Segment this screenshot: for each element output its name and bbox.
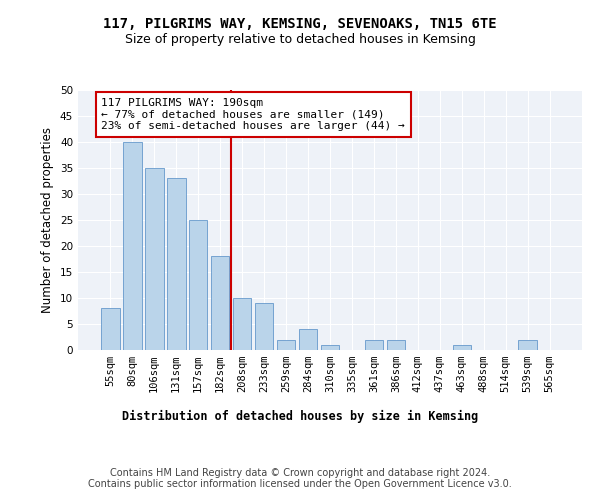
Bar <box>101 308 119 350</box>
Bar <box>233 298 251 350</box>
Bar <box>518 340 537 350</box>
Bar <box>386 340 405 350</box>
Bar <box>299 329 317 350</box>
Bar <box>145 168 164 350</box>
Text: Distribution of detached houses by size in Kemsing: Distribution of detached houses by size … <box>122 410 478 423</box>
Bar <box>123 142 142 350</box>
Bar <box>320 345 340 350</box>
Text: 117, PILGRIMS WAY, KEMSING, SEVENOAKS, TN15 6TE: 117, PILGRIMS WAY, KEMSING, SEVENOAKS, T… <box>103 18 497 32</box>
Text: 117 PILGRIMS WAY: 190sqm
← 77% of detached houses are smaller (149)
23% of semi-: 117 PILGRIMS WAY: 190sqm ← 77% of detach… <box>101 98 405 131</box>
Bar <box>189 220 208 350</box>
Bar <box>167 178 185 350</box>
Bar <box>365 340 383 350</box>
Text: Contains HM Land Registry data © Crown copyright and database right 2024.
Contai: Contains HM Land Registry data © Crown c… <box>88 468 512 489</box>
Y-axis label: Number of detached properties: Number of detached properties <box>41 127 55 313</box>
Bar <box>277 340 295 350</box>
Bar <box>211 256 229 350</box>
Bar <box>255 303 274 350</box>
Bar <box>452 345 471 350</box>
Text: Size of property relative to detached houses in Kemsing: Size of property relative to detached ho… <box>125 32 475 46</box>
